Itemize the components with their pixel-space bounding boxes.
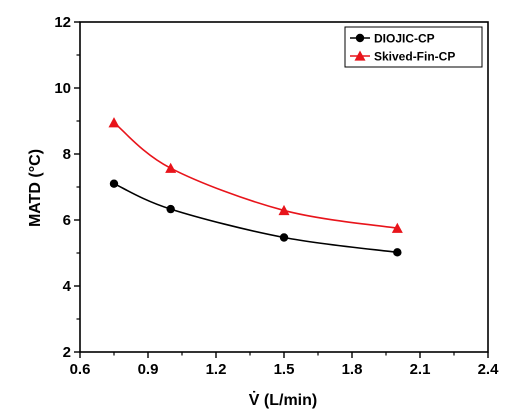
x-tick-label-2: 1.2 — [206, 361, 227, 378]
legend: DIOJIC-CP Skived-Fin-CP — [344, 26, 483, 68]
x-tick-label-5: 2.1 — [410, 361, 431, 378]
y-axis-label: MATD (°C) — [27, 149, 44, 227]
data-point-0-2 — [279, 233, 289, 242]
series-layer — [108, 117, 403, 257]
data-point-1-2 — [278, 204, 290, 216]
y-tick-label-1: 4 — [63, 278, 72, 295]
data-point-0-3 — [393, 248, 402, 257]
y-tick-label-4: 10 — [54, 80, 71, 97]
x-tick-label-6: 2.4 — [478, 361, 500, 378]
legend-item-1: Skived-Fin-CP — [350, 50, 455, 64]
data-point-1-3 — [391, 222, 403, 233]
y-tick-label-3: 8 — [63, 146, 71, 163]
legend-box — [344, 26, 483, 68]
series-line-0 — [113, 182, 398, 254]
series-0 — [109, 179, 402, 257]
data-point-0-1 — [166, 204, 175, 214]
legend-label-0: DIOJIC-CP — [374, 32, 435, 46]
x-tick-label-3: 1.5 — [274, 361, 295, 378]
legend-item-0: DIOJIC-CP — [350, 32, 435, 46]
x-axis-label: V̇ (L/min) — [249, 391, 317, 409]
x-tick-label-4: 1.8 — [342, 361, 363, 378]
data-point-0-0 — [109, 179, 119, 188]
x-tick-label-1: 0.9 — [138, 361, 159, 378]
data-point-1-0 — [108, 117, 120, 128]
series-1 — [108, 117, 403, 233]
legend-label-1: Skived-Fin-CP — [374, 50, 455, 64]
x-tick-label-0: 0.6 — [70, 361, 91, 378]
series-line-1 — [113, 122, 398, 230]
legend-marker-1 — [354, 50, 366, 61]
legend-marker-0 — [355, 33, 365, 43]
axes-layer: 0.6 0.9 1.2 1.5 1.8 2.1 2.4 2 4 6 8 10 12 — [54, 14, 499, 378]
data-point-1-1 — [165, 162, 177, 173]
y-tick-label-0: 2 — [63, 344, 71, 361]
y-tick-label-2: 6 — [63, 212, 71, 229]
y-tick-label-5: 12 — [54, 14, 71, 31]
plot-frame — [79, 21, 489, 353]
